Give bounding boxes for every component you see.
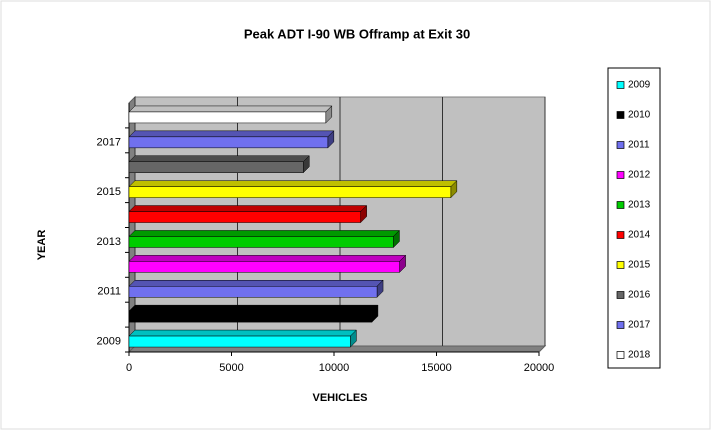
bar-top: [128, 230, 401, 237]
y-tick-label: 2011: [97, 286, 121, 298]
x-tick-label: 0: [126, 362, 132, 374]
bar: [128, 211, 361, 223]
legend-swatch: [616, 201, 625, 209]
bar-top: [128, 105, 333, 113]
y-tick-label: 2017: [97, 136, 121, 148]
legend-swatch: [616, 261, 625, 269]
bar-top: [128, 255, 407, 262]
legend-label: 2018: [628, 350, 651, 361]
y-axis-title: YEAR: [36, 230, 48, 261]
legend-label: 2017: [628, 320, 651, 331]
legend-label: 2009: [628, 80, 651, 91]
bar: [128, 136, 329, 149]
legend-label: 2016: [628, 290, 651, 301]
bar-top: [128, 280, 384, 287]
bar: [128, 111, 327, 124]
x-tick-label: 20000: [524, 362, 555, 374]
bar: [128, 236, 394, 248]
legend-swatch: [616, 321, 625, 329]
legend-label: 2014: [628, 230, 651, 241]
legend-label: 2013: [628, 200, 651, 211]
legend-swatch: [616, 351, 625, 359]
x-tick-label: 5000: [219, 362, 243, 374]
legend-label: 2011: [628, 140, 650, 151]
bar: [128, 161, 304, 173]
y-tick-label: 2015: [97, 186, 121, 198]
bar-top: [128, 130, 335, 138]
x-tick-label: 15000: [421, 362, 452, 374]
chart-title: Peak ADT I-90 WB Offramp at Exit 30: [244, 26, 470, 41]
bar: [128, 286, 378, 298]
bar-top: [128, 155, 310, 162]
legend-swatch: [616, 291, 625, 299]
legend-label: 2012: [628, 170, 651, 181]
legend-label: 2015: [628, 260, 651, 271]
bar-top: [128, 329, 358, 337]
y-tick-label: 2013: [97, 236, 121, 248]
legend-swatch: [616, 111, 625, 119]
bar: [128, 335, 351, 348]
y-tick-label: 2009: [97, 335, 121, 347]
x-tick-label: 10000: [319, 362, 350, 374]
legend-label: 2010: [628, 110, 651, 121]
bar: [128, 261, 400, 273]
bar: [128, 186, 452, 198]
x-axis-title: VEHICLES: [312, 392, 367, 404]
bar: [128, 310, 373, 323]
legend-swatch: [616, 141, 625, 149]
legend-swatch: [616, 171, 625, 179]
legend-swatch: [616, 81, 625, 89]
bar-top: [128, 205, 368, 212]
bar-top: [128, 180, 458, 187]
legend-swatch: [616, 231, 625, 239]
bar-top: [128, 304, 379, 312]
